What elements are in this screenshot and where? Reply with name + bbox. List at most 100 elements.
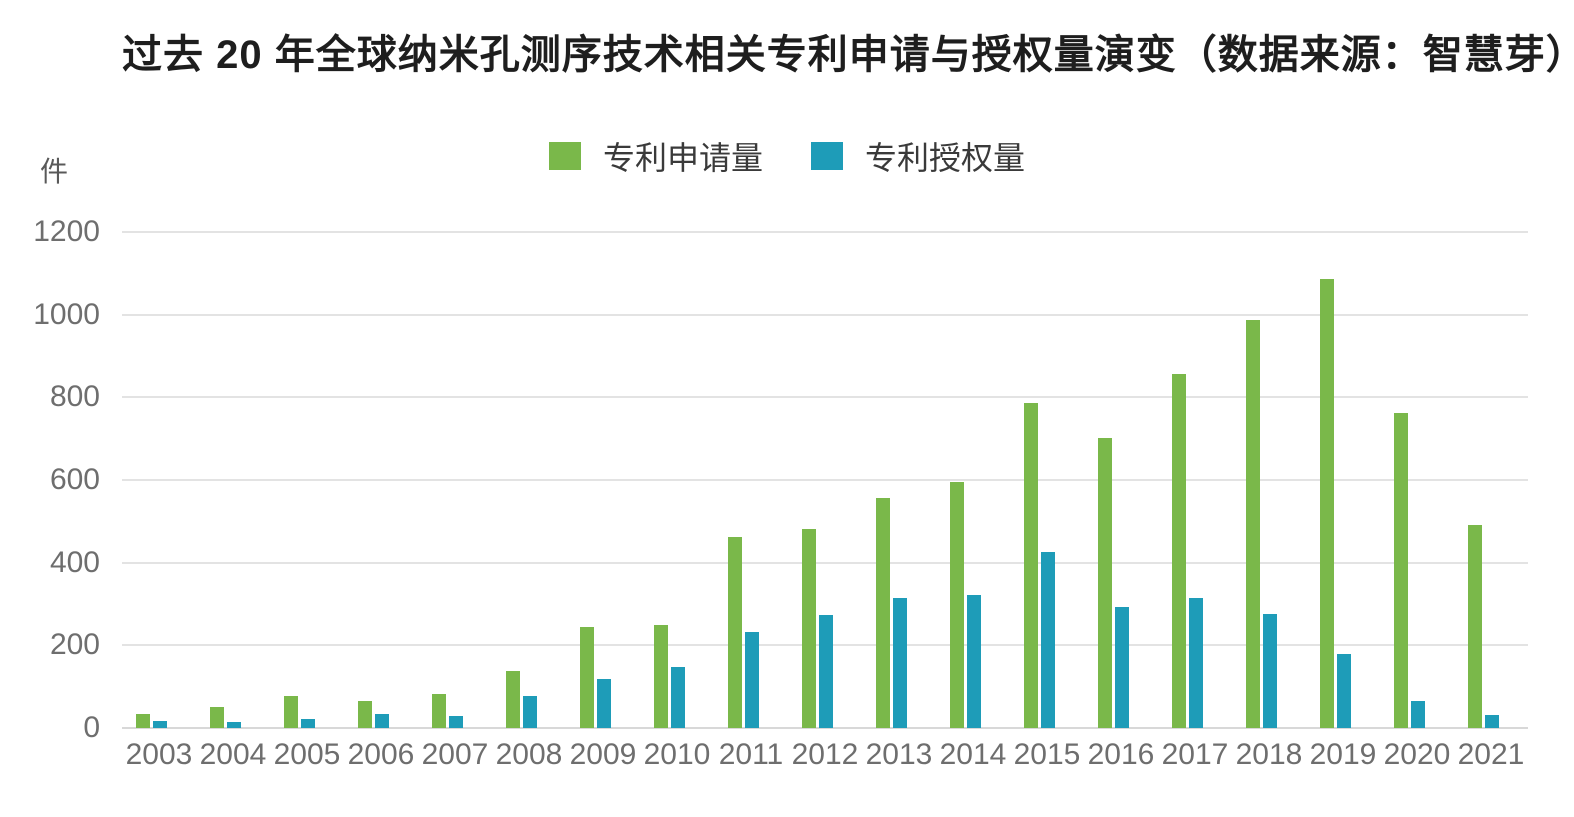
bar-applications-2007 — [431, 694, 446, 728]
x-axis-label-2020: 2020 — [1383, 738, 1451, 771]
bar-grants-2015 — [1040, 552, 1055, 728]
bar-grants-2013 — [892, 597, 907, 728]
bar-applications-2011 — [727, 537, 742, 728]
x-axis-label-2012: 2012 — [791, 738, 859, 771]
bar-grants-2017 — [1188, 597, 1203, 728]
bar-applications-2014 — [949, 481, 964, 728]
bar-pair-2010 — [653, 624, 685, 728]
gridline-800 — [122, 396, 1528, 399]
y-axis-tick-200: 200 — [49, 628, 100, 662]
gridline-1200 — [122, 231, 1528, 233]
bar-applications-2020 — [1393, 412, 1408, 728]
bar-pair-2019 — [1319, 279, 1351, 728]
bar-grants-2014 — [966, 594, 981, 728]
bar-grants-2016 — [1114, 606, 1129, 728]
year-group-2004 — [196, 232, 270, 728]
year-group-2018 — [1232, 232, 1306, 728]
x-axis-label-2015: 2015 — [1013, 738, 1081, 771]
year-group-2011 — [714, 232, 788, 728]
bar-pair-2007 — [431, 694, 463, 728]
bar-pair-2013 — [875, 497, 907, 728]
year-group-2017 — [1158, 232, 1232, 728]
bar-grants-2003 — [152, 721, 167, 728]
bar-applications-2009 — [579, 626, 594, 728]
bar-grants-2020 — [1410, 700, 1425, 728]
legend-swatch-applications-icon — [548, 142, 581, 170]
year-group-2006 — [344, 232, 418, 728]
x-axis-label-2006: 2006 — [347, 738, 415, 771]
x-axis-label-2007: 2007 — [421, 738, 489, 771]
bar-pair-2015 — [1023, 403, 1055, 728]
bar-applications-2010 — [653, 624, 668, 728]
legend-item-applications: 专利申请量 — [548, 133, 763, 179]
bar-grants-2009 — [596, 679, 611, 728]
y-axis-tick-1200: 1200 — [33, 215, 100, 248]
y-axis-tick-600: 600 — [49, 463, 100, 496]
bar-pair-2021 — [1467, 525, 1499, 728]
x-axis-label-2013: 2013 — [865, 738, 933, 771]
gridline-1000 — [122, 313, 1528, 316]
year-group-2014 — [936, 232, 1010, 728]
chart-title: 过去 20 年全球纳米孔测序技术相关专利申请与授权量演变（数据来源：智慧芽） — [122, 33, 1574, 77]
x-axis-label-2016: 2016 — [1087, 738, 1155, 771]
bar-grants-2021 — [1484, 714, 1499, 728]
bar-pair-2006 — [357, 700, 389, 728]
year-group-2005 — [270, 232, 344, 728]
y-axis-unit-label: 件 — [40, 156, 69, 187]
year-group-2020 — [1380, 232, 1454, 728]
year-group-2010 — [640, 232, 714, 728]
year-group-2012 — [788, 232, 862, 728]
x-axis-label-2021: 2021 — [1457, 738, 1525, 771]
x-axis-label-2017: 2017 — [1161, 738, 1229, 771]
year-group-2009 — [566, 232, 640, 728]
bar-grants-2012 — [818, 614, 833, 728]
bar-applications-2008 — [505, 670, 520, 728]
x-axis-label-2010: 2010 — [643, 738, 711, 771]
x-axis-label-2014: 2014 — [939, 738, 1007, 771]
year-group-2016 — [1084, 232, 1158, 728]
bar-applications-2013 — [875, 497, 890, 728]
year-group-2008 — [492, 232, 566, 728]
bar-pair-2018 — [1245, 320, 1277, 728]
y-axis-tick-0: 0 — [83, 711, 100, 744]
bar-grants-2010 — [670, 667, 685, 728]
bar-applications-2015 — [1023, 403, 1038, 728]
bar-pair-2005 — [283, 695, 315, 728]
bar-grants-2005 — [300, 718, 315, 728]
bar-pair-2003 — [135, 713, 167, 728]
year-group-2019 — [1306, 232, 1380, 728]
bar-grants-2011 — [744, 631, 759, 728]
bar-pair-2012 — [801, 528, 833, 728]
bar-grants-2018 — [1262, 614, 1277, 728]
bar-grants-2008 — [522, 696, 537, 728]
y-axis-tick-800: 800 — [49, 380, 100, 414]
bar-grants-2007 — [448, 716, 463, 728]
legend-label-grants: 专利授权量 — [865, 140, 1026, 176]
bar-applications-2016 — [1097, 438, 1112, 728]
y-axis-tick-400: 400 — [49, 545, 100, 579]
bars-row — [122, 232, 1528, 728]
x-axis-label-2009: 2009 — [569, 738, 637, 771]
legend-swatch-grants-icon — [811, 142, 843, 170]
bar-applications-2006 — [357, 700, 372, 728]
x-axis-label-2019: 2019 — [1309, 738, 1377, 771]
bar-applications-2021 — [1467, 525, 1482, 728]
gridline-600 — [122, 479, 1528, 481]
bar-pair-2009 — [579, 626, 611, 728]
x-axis-label-2005: 2005 — [273, 738, 341, 771]
x-axis-label-2018: 2018 — [1235, 738, 1303, 771]
bar-applications-2004 — [209, 706, 224, 728]
legend: 专利申请量 专利授权量 — [0, 133, 1574, 179]
x-axis-label-2003: 2003 — [125, 738, 193, 771]
year-group-2003 — [122, 232, 196, 728]
legend-label-applications: 专利申请量 — [602, 140, 763, 176]
plot-area — [122, 231, 1528, 729]
bar-pair-2008 — [505, 670, 537, 728]
year-group-2021 — [1454, 232, 1528, 728]
bar-applications-2012 — [801, 528, 816, 728]
bar-applications-2018 — [1245, 320, 1260, 728]
bar-pair-2016 — [1097, 438, 1129, 728]
legend-item-grants: 专利授权量 — [811, 133, 1025, 179]
bar-grants-2004 — [226, 722, 241, 728]
